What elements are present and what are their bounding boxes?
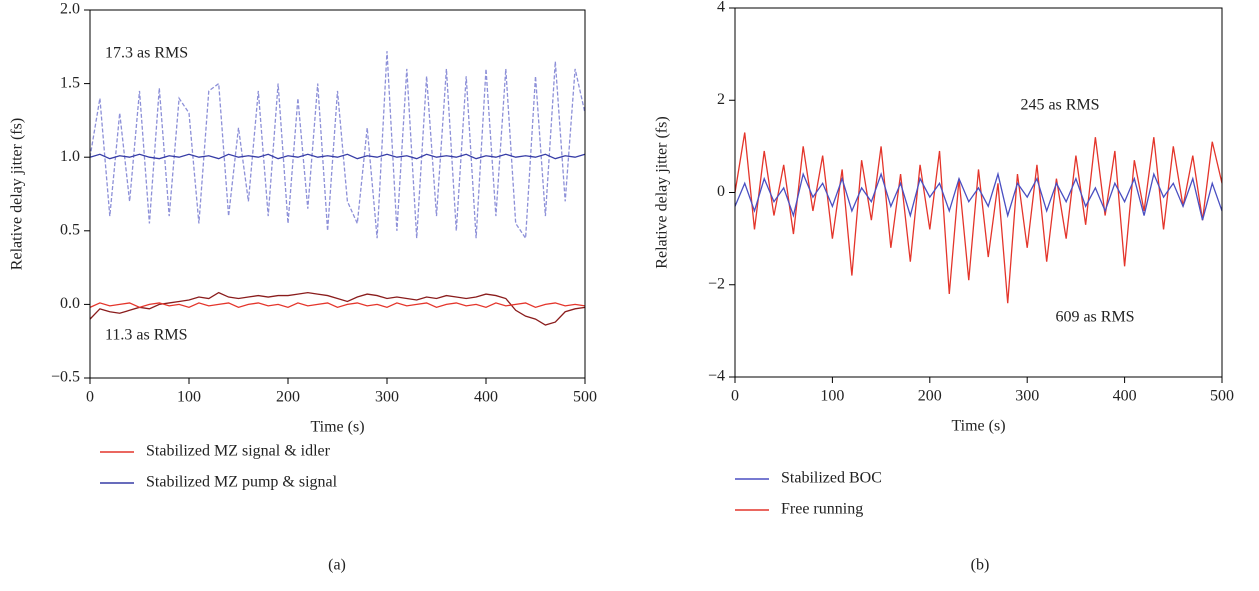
y-tick-label: 1.0 — [60, 148, 80, 165]
y-tick-label: 0.0 — [60, 295, 80, 312]
y-axis-label: Relative delay jitter (fs) — [9, 118, 26, 270]
y-tick-label: 0 — [717, 183, 725, 200]
y-tick-label: −0.5 — [51, 369, 80, 386]
y-axis-label: Relative delay jitter (fs) — [654, 116, 671, 268]
series-line — [89, 51, 586, 241]
annotation: 609 as RMS — [1055, 309, 1134, 326]
panel-label: (b) — [971, 557, 990, 574]
series-line — [89, 153, 586, 160]
y-tick-label: 2 — [717, 91, 725, 108]
x-axis-label: Time (s) — [310, 419, 364, 436]
panel-label: (a) — [328, 557, 346, 574]
annotation: 17.3 as RMS — [105, 45, 188, 62]
legend-label: Stabilized BOC — [781, 470, 882, 487]
y-tick-label: 1.5 — [60, 74, 80, 91]
x-tick-label: 400 — [474, 389, 498, 406]
annotation: 11.3 as RMS — [105, 327, 188, 344]
series-line — [89, 302, 586, 309]
legend-label: Stabilized MZ signal & idler — [146, 443, 331, 460]
x-axis-label: Time (s) — [951, 418, 1005, 435]
y-tick-label: 4 — [717, 0, 725, 16]
annotation: 245 as RMS — [1020, 97, 1099, 114]
x-tick-label: 0 — [86, 389, 94, 406]
x-tick-label: 100 — [177, 389, 201, 406]
y-tick-label: 0.5 — [60, 221, 80, 238]
legend-label: Free running — [781, 501, 863, 518]
x-tick-label: 100 — [820, 388, 844, 405]
x-tick-label: 400 — [1113, 388, 1137, 405]
x-tick-label: 200 — [918, 388, 942, 405]
x-tick-label: 300 — [375, 389, 399, 406]
legend-label: Stabilized MZ pump & signal — [146, 474, 338, 491]
x-tick-label: 0 — [731, 388, 739, 405]
y-tick-label: 2.0 — [60, 1, 80, 18]
x-tick-label: 500 — [1210, 388, 1234, 405]
series-line — [734, 132, 1223, 304]
x-tick-label: 200 — [276, 389, 300, 406]
y-tick-label: −4 — [708, 368, 725, 385]
x-tick-label: 300 — [1015, 388, 1039, 405]
series-line — [734, 171, 1223, 221]
y-tick-label: −2 — [708, 275, 725, 292]
series-line — [89, 291, 586, 326]
x-tick-label: 500 — [573, 389, 597, 406]
plot-frame — [89, 9, 586, 379]
